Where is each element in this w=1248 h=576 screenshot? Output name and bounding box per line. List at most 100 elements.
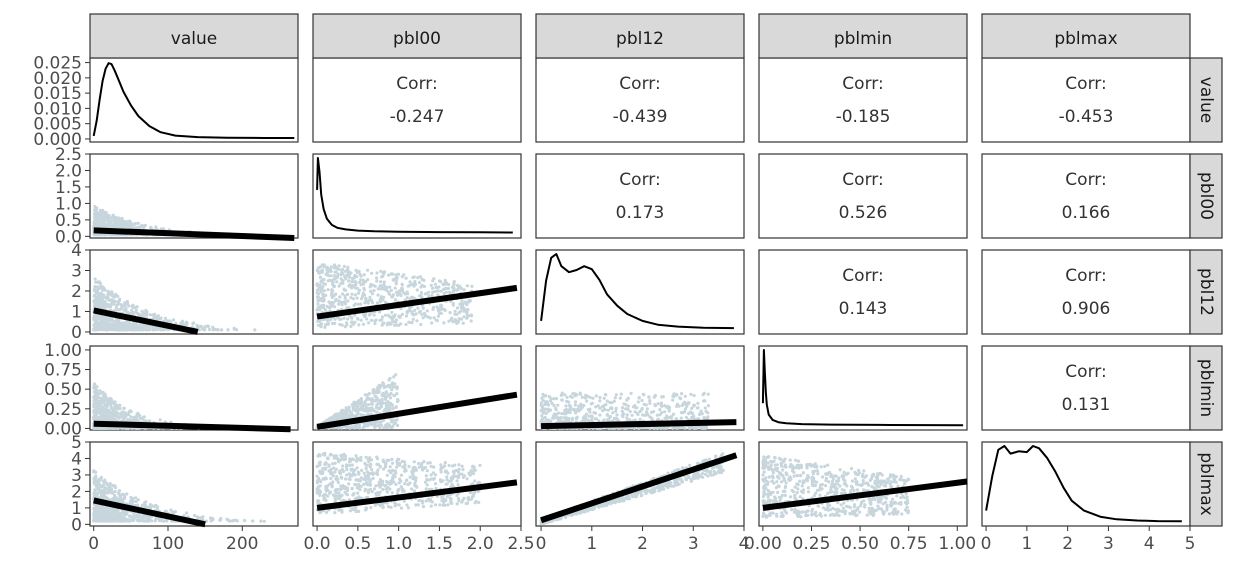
x-tick-label-pbl12: 4 xyxy=(739,534,750,554)
x-tick-label-pblmin: 1.00 xyxy=(938,534,976,554)
fit-line-pblmin-vs-pbl00 xyxy=(316,391,518,430)
corr-label-pbl00-pblmax: Corr: xyxy=(1065,170,1106,190)
y-tick-label-pblmax: 1 xyxy=(71,499,82,519)
y-tick-label-pbl12: 0 xyxy=(71,323,82,343)
corr-label-value-pbl00: Corr: xyxy=(396,74,437,94)
x-tick-label-pblmin: 0.75 xyxy=(890,534,928,554)
x-tick-label-pbl12: 2 xyxy=(637,534,648,554)
panel-pbl12-pblmax xyxy=(981,249,1191,335)
column-strip-label-pblmax: pblmax xyxy=(1054,29,1117,49)
corr-value-pblmin-pblmax: 0.131 xyxy=(1062,395,1111,415)
y-tick-label-pblmin: 1.00 xyxy=(44,341,82,361)
panel-pbl12-pbl12 xyxy=(535,249,745,335)
corr-value-value-pblmin: -0.185 xyxy=(836,107,891,127)
corr-value-value-pbl12: -0.439 xyxy=(613,107,668,127)
y-tick-label-pbl12: 3 xyxy=(71,261,82,281)
column-strip-label-pblmin: pblmin xyxy=(834,29,892,49)
fit-lines xyxy=(93,227,968,528)
y-tick-label-value: 0.010 xyxy=(33,99,82,119)
column-strip-label-pbl12: pbl12 xyxy=(616,29,664,49)
y-tick-label-value: 0.025 xyxy=(33,54,82,74)
column-strip-pblmax xyxy=(981,13,1191,59)
y-tick-label-pblmin: 0.00 xyxy=(44,419,82,439)
x-tick-label-pbl00: 2.0 xyxy=(467,534,494,554)
panel-pbl12-pblmin xyxy=(758,249,968,335)
corr-label-pbl00-pbl12: Corr: xyxy=(619,170,660,190)
y-tick-label-value: 0.000 xyxy=(33,130,82,150)
fit-line-pblmin-vs-pbl12 xyxy=(541,419,737,430)
x-tick-label-pbl12: 0 xyxy=(536,534,547,554)
y-tick-label-pbl00: 1.5 xyxy=(55,178,82,198)
row-strip-pblmin xyxy=(1189,345,1223,431)
row-strip-label-value: value xyxy=(1196,77,1216,123)
x-tick-label-pbl12: 1 xyxy=(586,534,597,554)
panel-pbl00-pblmax xyxy=(981,153,1191,239)
density-pblmax xyxy=(985,445,1182,523)
panel-pbl00-pbl00 xyxy=(312,153,522,239)
panel-pbl12-value xyxy=(89,249,299,335)
y-tick-label-pblmax: 2 xyxy=(71,482,82,502)
x-tick-label-pbl00: 0.0 xyxy=(304,534,331,554)
y-tick-label-pblmax: 3 xyxy=(71,466,82,486)
x-tick-label-pbl00: 2.5 xyxy=(507,534,534,554)
corr-label-value-pblmax: Corr: xyxy=(1065,74,1106,94)
corr-value-pbl00-pbl12: 0.173 xyxy=(616,203,665,223)
x-tick-label-pblmax: 1 xyxy=(1021,534,1032,554)
corr-value-pbl12-pblmin: 0.143 xyxy=(839,299,888,319)
fit-line-pblmax-vs-pbl00 xyxy=(316,479,518,511)
y-tick-label-pblmin: 0.75 xyxy=(44,361,82,381)
panel-pbl00-pbl12 xyxy=(535,153,745,239)
y-tick-label-pbl12: 2 xyxy=(71,282,82,302)
x-tick-label-pblmin: 0.25 xyxy=(793,534,831,554)
column-strip-pbl00 xyxy=(312,13,522,59)
column-strip-value xyxy=(89,13,299,59)
fit-line-pblmin-vs-value xyxy=(93,420,291,433)
y-tick-label-value: 0.020 xyxy=(33,69,82,89)
x-tick-label-pbl00: 1.0 xyxy=(385,534,412,554)
fit-line-pbl12-vs-pbl00 xyxy=(316,284,518,320)
row-strip-label-pbl00: pbl00 xyxy=(1196,172,1216,220)
panel-pblmax-pblmax xyxy=(981,441,1191,527)
panel-value-pblmin xyxy=(758,57,968,143)
corr-value-pbl12-pblmax: 0.906 xyxy=(1062,299,1111,319)
panel-value-pbl12 xyxy=(535,57,745,143)
panel-value-pbl00 xyxy=(312,57,522,143)
row-strip-label-pblmin: pblmin xyxy=(1196,359,1216,417)
fit-line-pbl00-vs-value xyxy=(93,227,295,241)
column-strip-label-value: value xyxy=(171,29,217,49)
fit-line-pbl12-vs-value xyxy=(93,307,199,335)
x-tick-label-pbl12: 3 xyxy=(688,534,699,554)
y-tick-label-pbl00: 0.0 xyxy=(55,227,82,247)
corr-label-pbl12-pblmin: Corr: xyxy=(842,266,883,286)
y-tick-label-pblmin: 0.50 xyxy=(44,380,82,400)
x-tick-label-pblmax: 0 xyxy=(981,534,992,554)
y-tick-label-value: 0.015 xyxy=(33,84,82,104)
density-pbl00 xyxy=(316,157,513,234)
column-strip-pbl12 xyxy=(535,13,745,59)
y-tick-label-pblmax: 4 xyxy=(71,449,82,469)
column-strip-pblmin xyxy=(758,13,968,59)
x-tick-label-value: 200 xyxy=(226,534,258,554)
x-tick-label-value: 100 xyxy=(152,534,184,554)
corr-label-value-pblmin: Corr: xyxy=(842,74,883,94)
x-tick-label-pbl00: 1.5 xyxy=(426,534,453,554)
row-strip-pbl12 xyxy=(1189,249,1223,335)
corr-label-pbl00-pblmin: Corr: xyxy=(842,170,883,190)
row-strip-value xyxy=(1189,57,1223,143)
y-tick-label-pblmin: 0.25 xyxy=(44,400,82,420)
corr-label-pblmin-pblmax: Corr: xyxy=(1065,362,1106,382)
x-tick-label-value: 0 xyxy=(88,534,99,554)
x-tick-label-pblmax: 4 xyxy=(1144,534,1155,554)
corr-value-pbl00-pblmax: 0.166 xyxy=(1062,203,1111,223)
panel-pblmin-pblmin xyxy=(758,345,968,431)
y-tick-label-pbl00: 2.0 xyxy=(55,161,82,181)
corr-label-pbl12-pblmax: Corr: xyxy=(1065,266,1106,286)
y-tick-label-value: 0.005 xyxy=(33,115,82,135)
y-tick-label-pbl00: 0.5 xyxy=(55,211,82,231)
y-tick-label-pbl00: 2.5 xyxy=(55,145,82,165)
x-tick-label-pbl00: 0.5 xyxy=(344,534,371,554)
x-tick-label-pblmax: 2 xyxy=(1062,534,1073,554)
y-tick-label-pbl12: 4 xyxy=(71,241,82,261)
x-tick-label-pblmax: 3 xyxy=(1103,534,1114,554)
